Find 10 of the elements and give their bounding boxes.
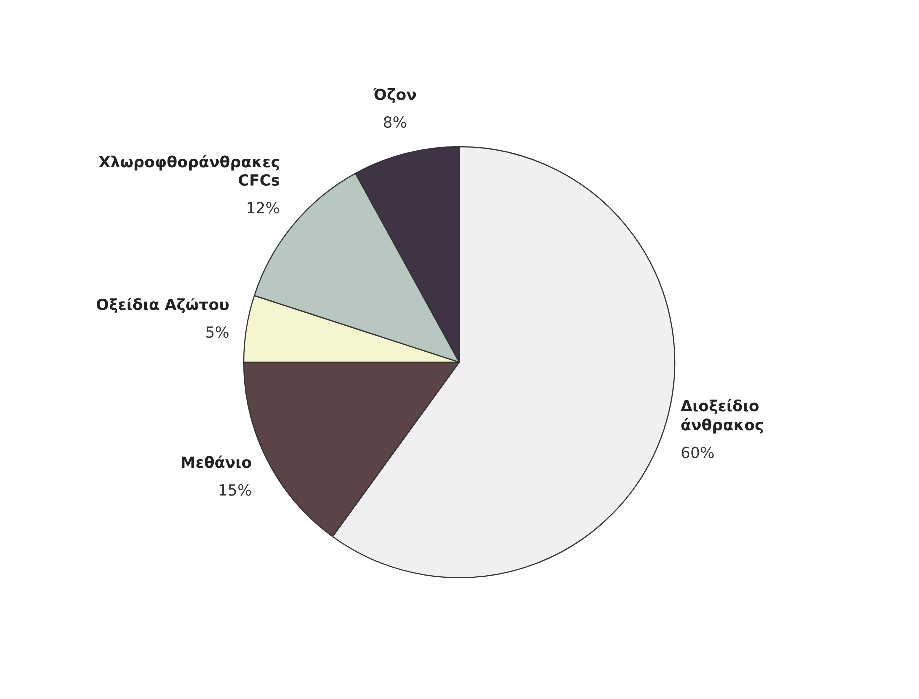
data-label: 5% xyxy=(206,326,229,338)
data-label: 8% xyxy=(384,116,406,128)
slice-label: Οξείδια Αζώτου xyxy=(96,298,229,314)
slice-label: Διοξείδιο άνθρακος xyxy=(680,399,764,434)
slice-label: Όζον xyxy=(373,88,416,104)
data-label: 60% xyxy=(682,446,714,458)
slice-label: Χλωροφθοράνθρακες CFCs xyxy=(99,155,280,186)
slice-label: Μεθάνιο xyxy=(182,456,252,468)
data-label: 12% xyxy=(248,202,280,214)
data-label: 15% xyxy=(220,484,252,496)
